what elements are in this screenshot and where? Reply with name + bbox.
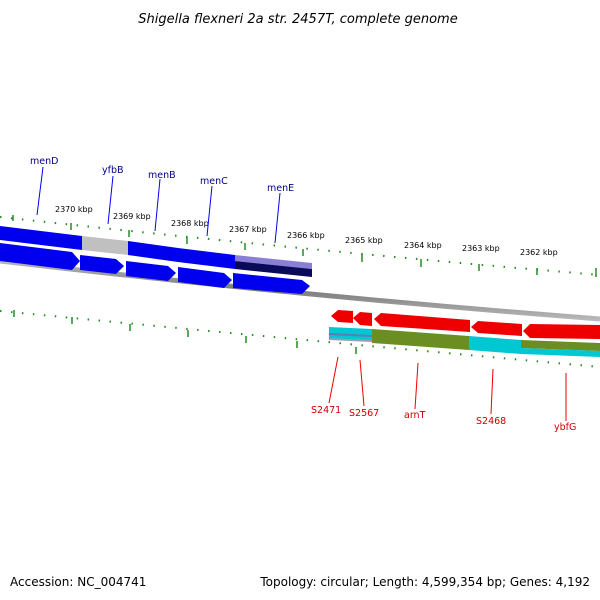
kbp-labels: 2370 kbp 2369 kbp 2368 kbp 2367 kbp 2366… [55, 205, 558, 257]
region-block [329, 333, 372, 337]
region-block [0, 226, 82, 250]
top-label-leaders [36, 166, 281, 244]
upper-ruler [0, 216, 600, 276]
accession-label: Accession: NC_004741 [10, 575, 146, 589]
gene-arrow [374, 313, 470, 332]
region-block [82, 236, 128, 255]
gene-arrow [80, 255, 124, 274]
tick-label: 2364 kbp [404, 241, 442, 250]
gene-arrow [0, 243, 80, 270]
lower-ruler [0, 310, 600, 368]
tick-label: 2367 kbp [229, 225, 267, 234]
gene-label-yfbb: yfbB [102, 165, 124, 176]
top-gene-arrows [0, 243, 310, 294]
top-region-lane [0, 226, 312, 277]
tick-label: 2370 kbp [55, 205, 93, 214]
gene-arrow [353, 312, 372, 326]
lower-major-ticks [13, 310, 357, 354]
map-title: Shigella flexneri 2a str. 2457T, complet… [138, 12, 457, 27]
gene-arrow [523, 324, 600, 339]
tick-label: 2366 kbp [287, 231, 325, 240]
region-block [372, 329, 469, 350]
gene-arrow [126, 261, 176, 281]
gene-arrow [331, 310, 353, 323]
gene-label-s2567: S2567 [349, 408, 379, 419]
region-block [235, 261, 312, 277]
gene-label-ybfg: ybfG [554, 422, 576, 433]
tick-label: 2363 kbp [462, 244, 500, 253]
gene-label-mene: menE [267, 183, 294, 194]
gene-label-s2471: S2471 [311, 405, 341, 416]
gene-arrow [233, 273, 310, 294]
region-block [128, 241, 178, 262]
gene-arrow [471, 321, 522, 336]
bottom-region-lane [329, 327, 600, 357]
region-block [329, 338, 372, 342]
tick-label: 2365 kbp [345, 236, 383, 245]
gene-arrow [178, 267, 232, 288]
gene-label-menc: menC [200, 176, 228, 187]
region-block [178, 248, 235, 269]
tick-label: 2362 kbp [520, 248, 558, 257]
bottom-gene-labels: S2471 S2567 arnT S2468 ybfG [311, 405, 576, 433]
top-gene-labels: menD yfbB menB menC menE [30, 156, 294, 194]
tick-label: 2368 kbp [171, 219, 209, 228]
region-block [521, 348, 600, 357]
genome-summary: Topology: circular; Length: 4,599,354 bp… [259, 575, 590, 589]
tick-label: 2369 kbp [113, 212, 151, 221]
region-block [521, 340, 600, 351]
bottom-label-leaders [328, 356, 567, 421]
gene-label-mend: menD [30, 156, 58, 167]
gene-label-s2468: S2468 [476, 416, 506, 427]
gene-label-menb: menB [148, 170, 176, 181]
bottom-gene-arrows [331, 310, 600, 339]
region-block [469, 336, 521, 354]
region-block [235, 255, 312, 269]
upper-major-ticks [12, 215, 597, 277]
gene-label-arnt: arnT [404, 410, 426, 421]
